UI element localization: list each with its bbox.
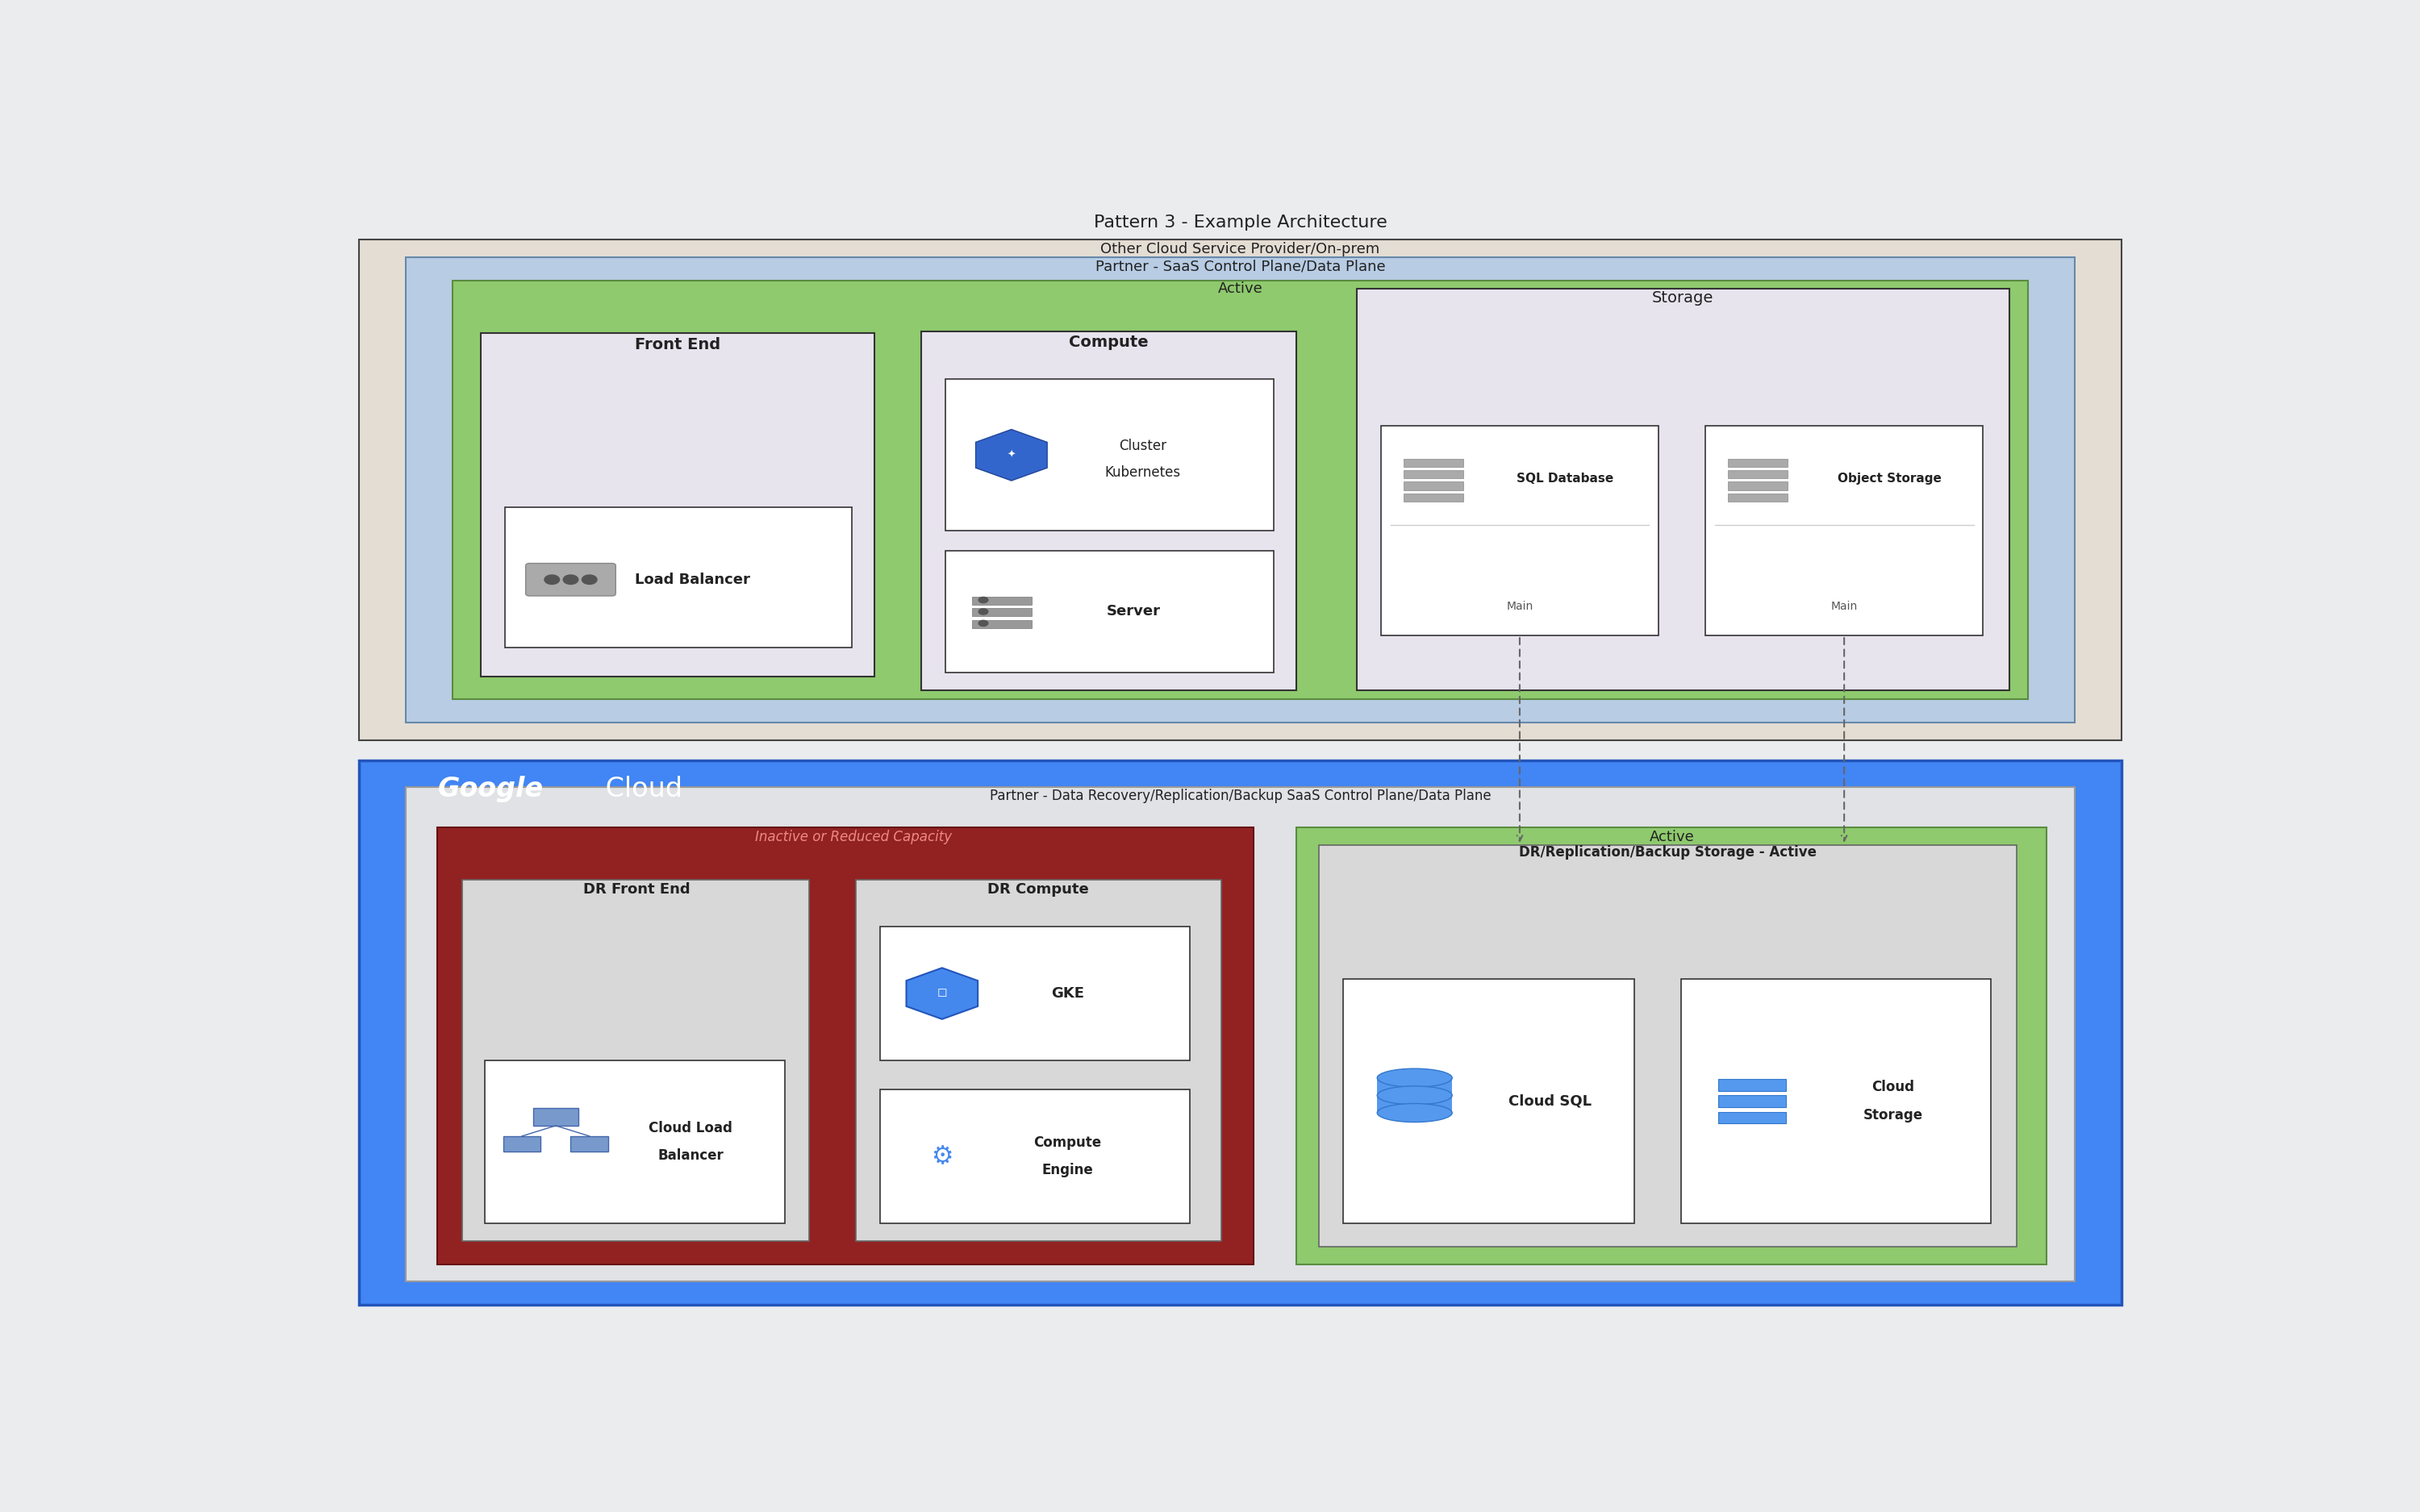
Bar (1297, 827, 2047, 1264)
Bar (407, 257, 2074, 723)
Text: Storage: Storage (1863, 1108, 1924, 1122)
Text: Engine: Engine (1043, 1163, 1094, 1178)
Text: Cluster: Cluster (1118, 438, 1166, 454)
Bar (881, 927, 1191, 1060)
Text: Active: Active (1648, 830, 1694, 844)
Bar (453, 280, 2028, 700)
Text: ◻: ◻ (937, 986, 946, 998)
Bar (482, 333, 874, 676)
Text: GKE: GKE (1050, 986, 1084, 1001)
Bar (1718, 1111, 1786, 1123)
Text: DR Compute: DR Compute (987, 881, 1089, 897)
Text: Partner - Data Recovery/Replication/Backup SaaS Control Plane/Data Plane: Partner - Data Recovery/Replication/Back… (990, 789, 1491, 803)
Bar (1728, 470, 1788, 478)
Bar (946, 380, 1273, 531)
Ellipse shape (1377, 1069, 1452, 1087)
Bar (1377, 1078, 1452, 1113)
Bar (1358, 289, 2009, 689)
Bar (1343, 978, 1634, 1223)
Bar (1404, 493, 1464, 502)
Text: Google: Google (438, 776, 544, 803)
Text: Partner - SaaS Control Plane/Data Plane: Partner - SaaS Control Plane/Data Plane (1096, 259, 1384, 274)
Text: Pattern 3 - Example Architecture: Pattern 3 - Example Architecture (1094, 215, 1387, 230)
Bar (946, 550, 1273, 673)
Bar (1319, 845, 2016, 1247)
Text: Front End: Front End (634, 337, 721, 352)
Text: Object Storage: Object Storage (1837, 472, 1941, 484)
Bar (1404, 482, 1464, 490)
Text: Server: Server (1106, 605, 1159, 618)
Circle shape (544, 575, 559, 584)
Bar (484, 1060, 784, 1223)
Bar (973, 620, 1031, 627)
Text: Kubernetes: Kubernetes (1106, 466, 1181, 479)
Bar (506, 508, 852, 647)
Ellipse shape (1377, 1104, 1452, 1122)
Bar (1728, 493, 1788, 502)
Bar (1718, 1080, 1786, 1090)
Text: Load Balancer: Load Balancer (634, 573, 750, 587)
Bar (1682, 978, 1989, 1223)
Text: Cloud Load: Cloud Load (649, 1120, 733, 1136)
Text: SQL Database: SQL Database (1517, 472, 1614, 484)
Bar (973, 608, 1031, 617)
Bar (358, 761, 2122, 1305)
Text: Other Cloud Service Provider/On-prem: Other Cloud Service Provider/On-prem (1101, 242, 1379, 256)
Text: ⚙: ⚙ (932, 1145, 953, 1169)
Text: Cloud: Cloud (598, 776, 682, 803)
Text: Cloud SQL: Cloud SQL (1508, 1095, 1592, 1108)
Bar (462, 880, 808, 1241)
Text: Main: Main (1832, 600, 1859, 612)
Text: ✦: ✦ (1007, 449, 1016, 460)
Text: Inactive or Reduced Capacity: Inactive or Reduced Capacity (755, 830, 953, 844)
Circle shape (564, 575, 578, 584)
Bar (407, 786, 2074, 1282)
Bar (881, 1090, 1191, 1223)
Bar (438, 827, 1254, 1264)
Bar (1382, 426, 1658, 635)
Bar (1706, 426, 1982, 635)
Circle shape (978, 609, 987, 614)
Bar (532, 1108, 578, 1125)
Bar (1728, 458, 1788, 467)
Bar (1718, 1095, 1786, 1107)
Bar (571, 1136, 607, 1151)
Circle shape (978, 597, 987, 603)
Bar (973, 597, 1031, 605)
Ellipse shape (1377, 1086, 1452, 1105)
Bar (922, 331, 1297, 689)
Circle shape (581, 575, 598, 584)
Bar (1404, 458, 1464, 467)
Bar (503, 1136, 540, 1151)
Circle shape (978, 620, 987, 626)
Bar (1728, 482, 1788, 490)
FancyBboxPatch shape (525, 564, 615, 596)
Text: Cloud: Cloud (1871, 1080, 1914, 1095)
Text: Balancer: Balancer (658, 1149, 724, 1163)
Bar (857, 880, 1222, 1241)
Text: DR Front End: DR Front End (583, 881, 690, 897)
Text: Active: Active (1217, 281, 1263, 296)
Bar (358, 239, 2122, 741)
Text: Storage: Storage (1653, 290, 1713, 305)
Text: Main: Main (1505, 600, 1534, 612)
Text: Compute: Compute (1070, 334, 1150, 349)
Text: DR/Replication/Backup Storage - Active: DR/Replication/Backup Storage - Active (1520, 845, 1817, 859)
Bar (1404, 470, 1464, 478)
Text: Compute: Compute (1033, 1136, 1101, 1149)
